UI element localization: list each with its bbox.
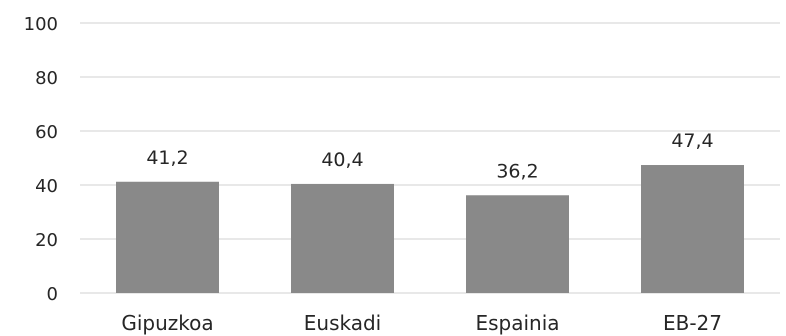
y-tick-label: 60 <box>35 122 58 143</box>
category-label: Euskadi <box>304 311 381 335</box>
data-label: 40,4 <box>321 149 363 171</box>
y-axis-tick-labels: 0 20 40 60 80 100 <box>24 14 58 305</box>
bar-gipuzkoa <box>116 181 219 293</box>
y-tick-label: 100 <box>24 14 58 35</box>
data-label: 36,2 <box>496 160 538 182</box>
y-tick-label: 0 <box>47 284 58 305</box>
y-tick-label: 80 <box>35 68 58 89</box>
category-label: EB-27 <box>663 311 722 335</box>
y-tick-label: 20 <box>35 230 58 251</box>
category-label: Gipuzkoa <box>121 311 213 335</box>
bar-eb-27 <box>641 165 744 293</box>
x-axis-category-labels: Gipuzkoa Euskadi Espainia EB-27 <box>121 311 722 335</box>
data-label: 41,2 <box>146 147 188 169</box>
bar-espainia <box>466 195 569 293</box>
y-tick-label: 40 <box>35 176 58 197</box>
data-labels: 41,2 40,4 36,2 47,4 <box>146 130 713 182</box>
data-label: 47,4 <box>671 130 713 152</box>
bars <box>116 165 744 293</box>
bar-euskadi <box>291 183 394 293</box>
category-label: Espainia <box>475 311 559 335</box>
